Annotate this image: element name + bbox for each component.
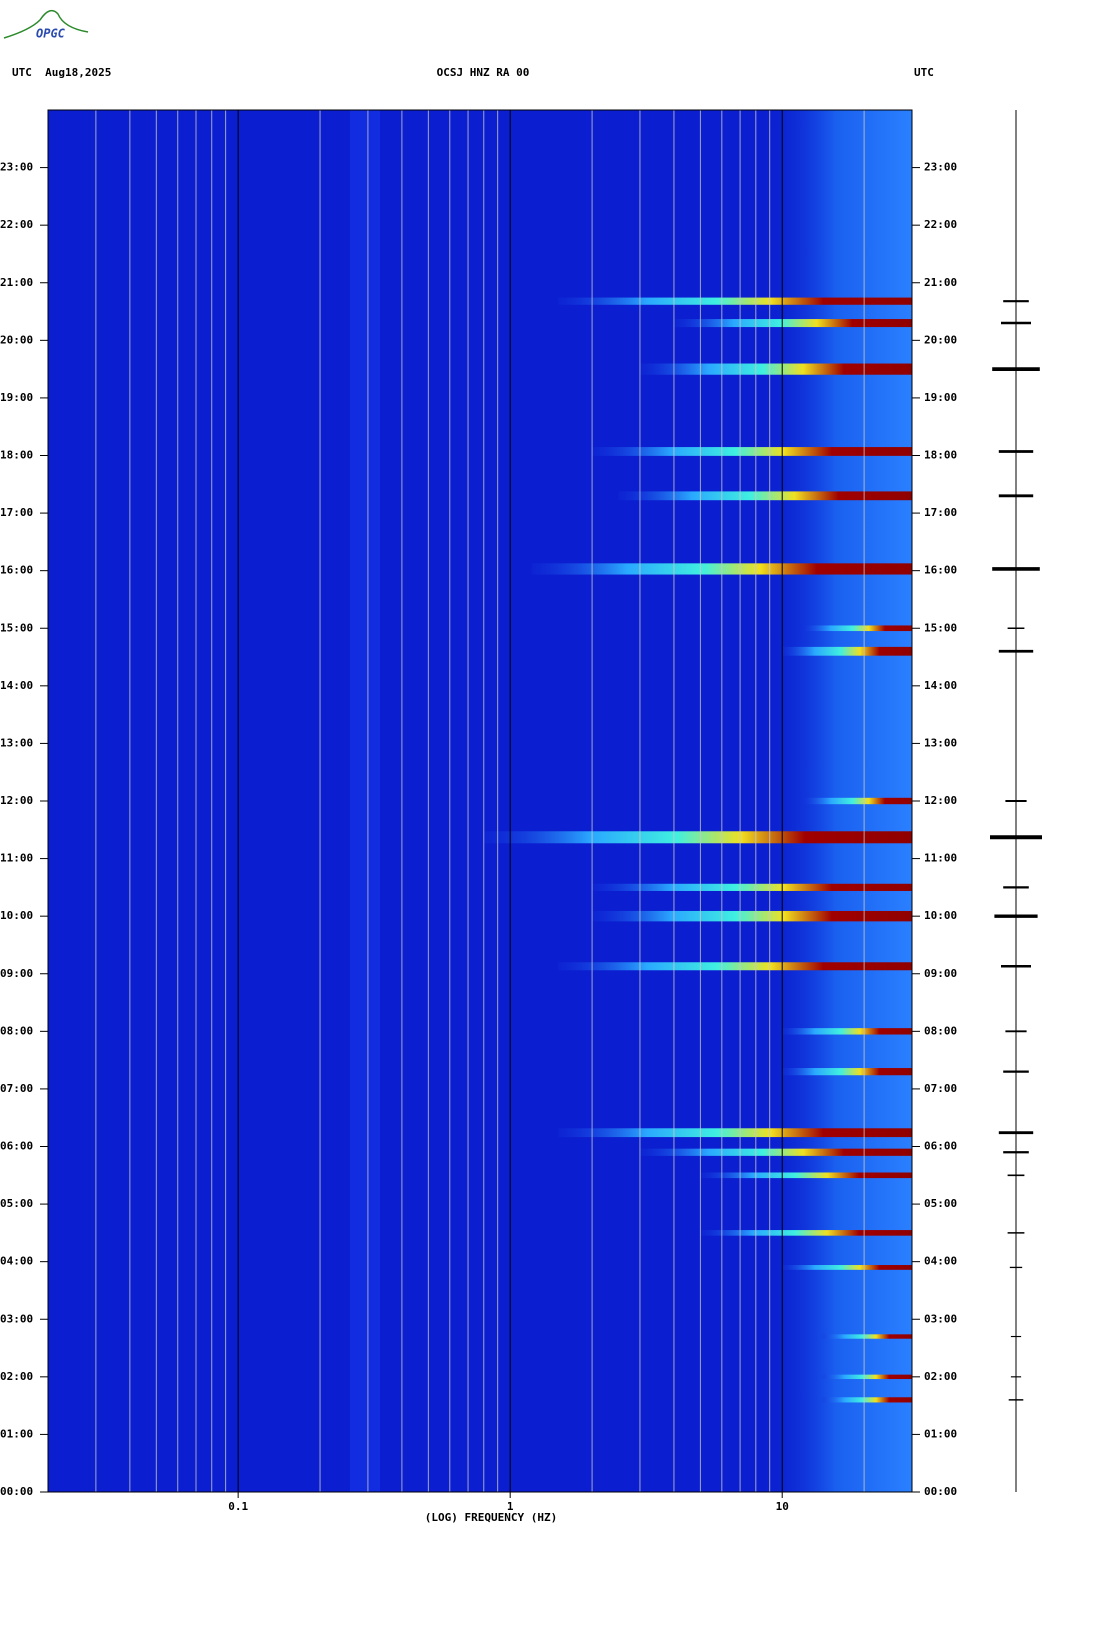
y-tick-label-right: 00:00 [924,1485,957,1498]
timezone-label: UTC [914,66,934,79]
energy-band [821,1374,912,1380]
y-tick-label: 22:00 [0,218,33,231]
energy-band [803,625,912,632]
x-tick-label: 10 [776,1500,789,1513]
y-tick-label: 01:00 [0,1427,33,1440]
energy-band [700,1230,912,1236]
energy-band [821,1334,912,1339]
y-tick-label-right: 14:00 [924,679,957,692]
y-tick-label: 16:00 [0,564,33,577]
energy-band [782,646,912,656]
y-tick-label: 21:00 [0,276,33,289]
energy-band [782,1028,912,1035]
logo-curve [3,9,89,39]
chart-title: OCSJ HNZ RA 00 [437,66,530,79]
y-tick-label-right: 21:00 [924,276,957,289]
energy-band [592,447,912,456]
y-tick-label: 23:00 [0,161,33,174]
y-tick-label-right: 04:00 [924,1255,957,1268]
y-tick-label-right: 02:00 [924,1370,957,1383]
energy-band [700,1172,912,1179]
energy-band [592,910,912,922]
y-tick-label-right: 22:00 [924,218,957,231]
y-tick-label: 02:00 [0,1370,33,1383]
y-tick-label-right: 15:00 [924,621,957,634]
y-tick-label-right: 20:00 [924,333,957,346]
y-tick-label-right: 08:00 [924,1024,957,1037]
energy-band [618,491,912,501]
y-tick-label-right: 18:00 [924,449,957,462]
energy-band [821,1397,912,1403]
y-tick-label: 07:00 [0,1082,33,1095]
y-tick-label: 20:00 [0,333,33,346]
y-tick-label-right: 17:00 [924,506,957,519]
y-tick-label: 10:00 [0,909,33,922]
y-tick-label-right: 11:00 [924,852,957,865]
y-tick-label-right: 07:00 [924,1082,957,1095]
y-tick-label-right: 03:00 [924,1312,957,1325]
y-tick-label-right: 12:00 [924,794,957,807]
y-tick-label: 17:00 [0,506,33,519]
energy-band [639,363,912,375]
energy-band [639,1148,912,1156]
y-tick-label-right: 09:00 [924,967,957,980]
y-tick-label-right: 01:00 [924,1427,957,1440]
energy-band [483,831,912,844]
y-tick-label-right: 06:00 [924,1140,957,1153]
energy-band [673,319,912,328]
date-label: UTC Aug18,2025 [12,66,111,79]
y-tick-label: 06:00 [0,1140,33,1153]
x-tick-label: 1 [507,1500,514,1513]
energy-band [803,797,912,805]
y-tick-label: 09:00 [0,967,33,980]
y-tick-label: 18:00 [0,449,33,462]
y-tick-label: 05:00 [0,1197,33,1210]
y-tick-label: 03:00 [0,1312,33,1325]
y-tick-label-right: 23:00 [924,161,957,174]
y-tick-label: 04:00 [0,1255,33,1268]
y-tick-label-right: 19:00 [924,391,957,404]
microseism-band [350,110,380,1492]
x-axis-label: (LOG) FREQUENCY (HZ) [425,1511,557,1524]
energy-band [782,1265,912,1270]
energy-band [782,1068,912,1076]
y-tick-label: 08:00 [0,1024,33,1037]
energy-band [592,883,912,891]
y-tick-label: 11:00 [0,852,33,865]
logo: OPGC [36,27,66,41]
energy-band [558,297,912,305]
x-tick-label: 0.1 [228,1500,248,1513]
y-tick-label-right: 05:00 [924,1197,957,1210]
y-tick-label-right: 13:00 [924,736,957,749]
y-tick-label: 00:00 [0,1485,33,1498]
y-tick-label-right: 10:00 [924,909,957,922]
y-tick-label: 15:00 [0,621,33,634]
y-tick-label: 19:00 [0,391,33,404]
energy-band [558,1128,912,1138]
energy-band [558,962,912,971]
y-tick-label-right: 16:00 [924,564,957,577]
plot-frame [47,109,913,1493]
y-tick-label: 12:00 [0,794,33,807]
y-tick-label: 13:00 [0,736,33,749]
y-tick-label: 14:00 [0,679,33,692]
